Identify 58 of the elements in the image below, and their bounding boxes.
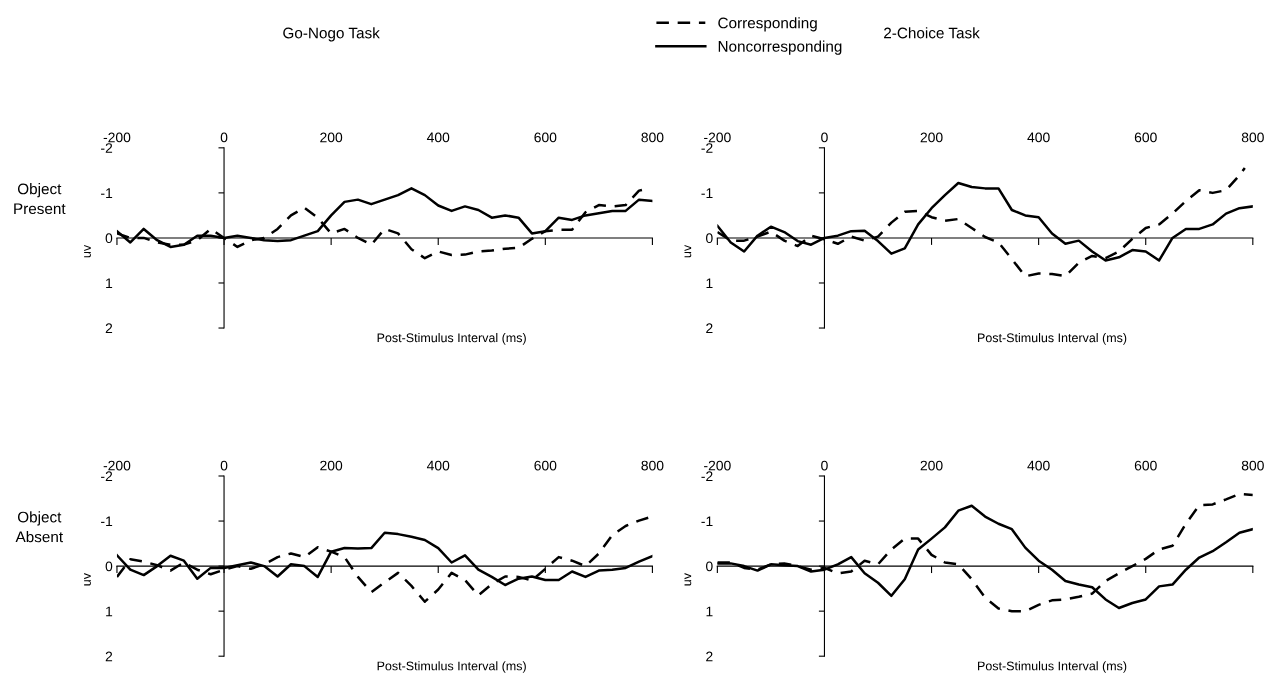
text: Object Present: [14, 183, 66, 215]
y-tick-label: 1: [106, 606, 113, 617]
x-tick-label: 800: [641, 460, 664, 471]
x-tick-label: -200: [704, 460, 731, 471]
x-tick-label: 400: [426, 460, 450, 471]
x-tick-label: 400: [1027, 132, 1050, 143]
y-tick-label: -1: [101, 188, 113, 198]
legend-label: Corresponding: [718, 17, 817, 32]
x-tick-label: 0: [220, 460, 228, 471]
x-axis-title: Post-Stimulus Interval (ms): [978, 333, 1127, 345]
x-tick-label: 200: [320, 460, 343, 471]
y-tick-label: -1: [701, 188, 713, 198]
chart-title: Go-Nogo Task: [283, 27, 380, 42]
x-axis-title: Post-Stimulus Interval (ms): [377, 333, 526, 345]
x-tick-label: -200: [103, 132, 131, 143]
y-tick-label: -2: [101, 143, 113, 153]
y-tick-label: 0: [105, 561, 113, 572]
y-tick-label: -1: [101, 516, 113, 527]
x-tick-label: 600: [534, 460, 557, 471]
x-tick-label: 0: [220, 132, 228, 143]
y-tick-label: 2: [706, 651, 713, 662]
x-tick-label: 800: [641, 132, 664, 143]
x-tick-label: 600: [1134, 460, 1157, 471]
x-axis-title: Post-Stimulus Interval (ms): [377, 661, 526, 673]
y-tick-label: -2: [701, 471, 713, 482]
y-tick-label: 0: [706, 233, 713, 244]
x-tick-label: 400: [426, 132, 450, 143]
y-tick-label: 1: [706, 606, 713, 617]
x-tick-label: 600: [1134, 132, 1157, 143]
legend-label: Noncorresponding: [718, 40, 842, 55]
x-tick-label: 800: [1241, 132, 1264, 143]
x-tick-label: 200: [920, 132, 943, 143]
y-tick-label: 0: [706, 561, 713, 572]
x-tick-label: 0: [821, 132, 828, 143]
y-tick-label: 2: [706, 323, 713, 334]
x-tick-label: 800: [1241, 460, 1264, 471]
x-tick-label: 0: [821, 460, 828, 471]
y-axis-title: uv: [684, 573, 692, 586]
chart-title: 2-Choice Task: [884, 27, 980, 39]
y-axis-title: uv: [84, 573, 91, 586]
y-tick-label: -2: [101, 471, 113, 482]
x-tick-label: -200: [704, 132, 731, 143]
y-axis-title: uv: [84, 244, 91, 258]
y-tick-label: -1: [701, 516, 713, 527]
y-axis-title: uv: [684, 244, 692, 258]
x-tick-label: 200: [920, 460, 943, 471]
y-tick-label: 2: [105, 323, 113, 334]
x-tick-label: 600: [534, 132, 557, 143]
text: Object Absent: [15, 511, 63, 543]
y-tick-label: 1: [106, 278, 113, 289]
y-tick-label: 0: [105, 233, 113, 244]
x-axis-title: Post-Stimulus Interval (ms): [978, 661, 1127, 673]
x-tick-label: 400: [1027, 460, 1050, 471]
y-tick-label: 1: [706, 278, 713, 289]
y-tick-label: -2: [701, 143, 713, 153]
x-tick-label: 200: [320, 132, 343, 143]
x-tick-label: -200: [103, 460, 131, 471]
y-tick-label: 2: [105, 651, 113, 662]
